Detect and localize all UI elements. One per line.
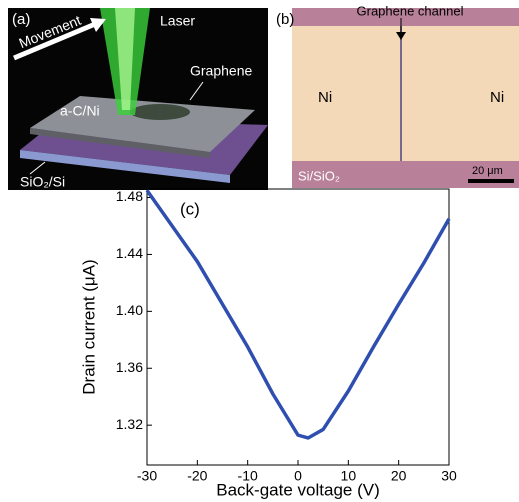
x-tick-label: -30 (137, 468, 157, 484)
panel-label: (a) (12, 11, 30, 28)
figure: (a) Movement Laser Graphene a-C/Ni SiO₂/… (0, 0, 519, 502)
chart: (c) Back-gate voltage (V) Drain current … (79, 188, 457, 499)
label: Laser (160, 13, 195, 29)
x-tick-label: 0 (294, 468, 302, 484)
label: SiO₂/Si (20, 174, 65, 190)
annotation: (c) (180, 199, 200, 218)
label: Ni (490, 89, 504, 106)
label: Ni (318, 89, 332, 106)
x-tick-label: 20 (391, 468, 407, 484)
x-tick-label: -20 (187, 468, 207, 484)
y-axis-label: Drain current (μA) (79, 259, 98, 394)
x-tick-label: -10 (238, 468, 258, 484)
plot-frame (147, 189, 449, 465)
y-tick-label: 1.40 (116, 302, 143, 318)
y-tick-label: 1.44 (116, 245, 143, 261)
y-tick-label: 1.32 (116, 416, 143, 432)
label: Graphene (190, 63, 252, 79)
x-tick-label: 30 (441, 468, 457, 484)
data-line (147, 190, 449, 438)
graphene-area (130, 104, 190, 120)
y-tick-label: 1.48 (116, 188, 143, 204)
x-tick-label: 10 (341, 468, 357, 484)
scale-bar (468, 179, 514, 183)
panel-a: (a) Movement Laser Graphene a-C/Ni SiO₂/… (8, 8, 268, 190)
label: 20 μm (472, 165, 503, 177)
label: Si/SiO₂ (298, 168, 340, 183)
panel-label: (b) (276, 11, 294, 28)
y-tick-label: 1.36 (116, 359, 143, 375)
label: a-C/Ni (60, 103, 100, 119)
label: Graphene channel (357, 3, 464, 18)
panel-b: (b) Graphene channel Ni Ni Si/SiO₂ 20 μm (276, 3, 519, 188)
